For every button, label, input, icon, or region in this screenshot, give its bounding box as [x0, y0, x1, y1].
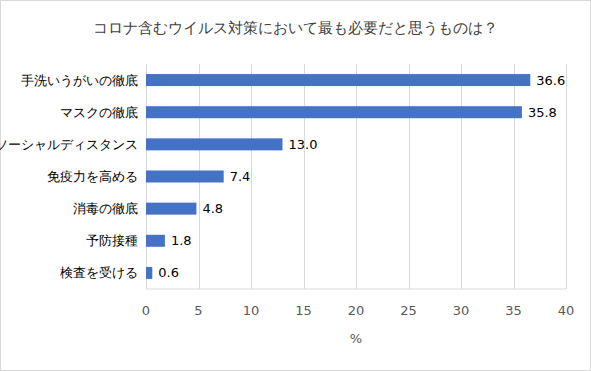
data-label: 35.8 — [528, 105, 557, 120]
category-label: 予防接種 — [86, 233, 138, 248]
tick-label: 0 — [142, 303, 150, 318]
data-label: 0.6 — [158, 265, 179, 280]
title: コロナ含むウイルス対策において最も必要だと思うものは？ — [93, 19, 498, 37]
grid-line — [566, 64, 567, 289]
bars — [146, 74, 530, 279]
grid-line — [514, 64, 515, 289]
bar — [146, 267, 152, 279]
category-label: 消毒の徹底 — [73, 201, 138, 216]
tick-label: 15 — [295, 303, 312, 318]
bar — [146, 171, 224, 183]
tick-label: 25 — [400, 303, 417, 318]
data-label: 7.4 — [230, 169, 251, 184]
bar — [146, 106, 522, 118]
data-label: 1.8 — [171, 233, 192, 248]
tick-label: 20 — [348, 303, 365, 318]
bar — [146, 203, 196, 215]
category-label: 手洗いうがいの徹底 — [21, 73, 138, 88]
data-label: 4.8 — [202, 201, 223, 216]
data-label: 36.6 — [536, 73, 565, 88]
grid-line — [356, 64, 357, 289]
data-label: 13.0 — [289, 137, 318, 152]
grid-line — [304, 64, 305, 289]
tick-label: 35 — [505, 303, 522, 318]
category-label: ソーシャルディスタンス — [0, 137, 138, 152]
chart: コロナ含むウイルス対策において最も必要だと思うものは？ 0 5 10 15 20 25 30 3… — [0, 0, 591, 371]
grid-line — [409, 64, 410, 289]
tick-label: 40 — [558, 303, 575, 318]
category-label: マスクの徹底 — [60, 105, 138, 120]
frame — [1, 1, 591, 371]
category-label: 免疫力を高める — [47, 169, 138, 184]
x-axis-label: % — [350, 331, 362, 346]
tick-label: 30 — [453, 303, 470, 318]
bar — [146, 235, 165, 247]
bar — [146, 138, 283, 150]
grid-line — [251, 64, 252, 289]
grid-line — [461, 64, 462, 289]
bar — [146, 74, 530, 86]
category-label: 検査を受ける — [60, 265, 138, 280]
tick-label: 10 — [243, 303, 260, 318]
tick-label: 5 — [194, 303, 202, 318]
